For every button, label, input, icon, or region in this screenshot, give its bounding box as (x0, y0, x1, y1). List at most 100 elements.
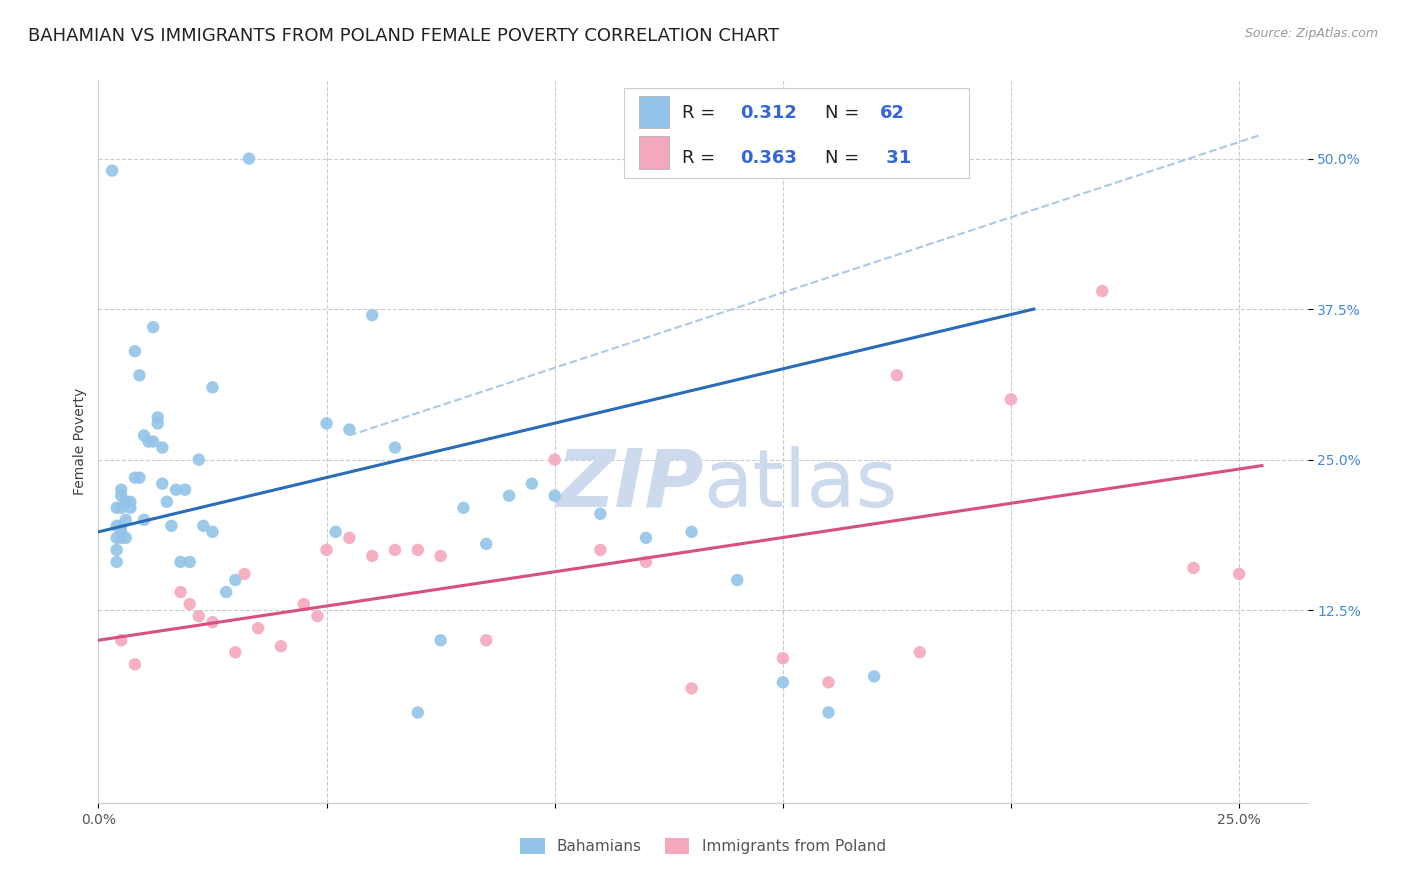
Point (361, 308, 384, 322)
Text: 31: 31 (880, 149, 911, 167)
Point (110, 633, 132, 648)
Point (146, 417, 169, 431)
Point (270, 639, 292, 653)
Point (589, 507, 612, 521)
Point (544, 489, 567, 503)
Point (105, 518, 128, 533)
Point (247, 621, 270, 635)
Point (1227, 567, 1250, 582)
Point (224, 573, 246, 587)
Point (165, 483, 187, 497)
Point (292, 597, 315, 611)
Point (238, 152, 260, 166)
Point (681, 524, 703, 539)
Point (315, 417, 337, 431)
Point (863, 669, 886, 683)
Point (128, 471, 150, 485)
Text: 0.363: 0.363 (741, 149, 797, 167)
Point (114, 531, 136, 545)
Point (201, 615, 224, 630)
Text: N =: N = (825, 149, 865, 167)
Point (101, 163, 124, 178)
Point (817, 675, 839, 690)
Point (146, 410, 169, 425)
Point (138, 434, 160, 449)
Point (110, 518, 132, 533)
Point (132, 428, 155, 442)
Point (201, 524, 224, 539)
Point (120, 500, 142, 515)
Point (634, 531, 657, 545)
Point (132, 513, 155, 527)
Point (160, 518, 183, 533)
Point (150, 476, 173, 491)
Point (1182, 561, 1205, 575)
Point (772, 651, 794, 665)
Point (681, 681, 703, 696)
Point (429, 633, 451, 648)
Text: R =: R = (682, 103, 721, 122)
Point (384, 542, 406, 557)
Point (817, 706, 839, 720)
Text: BAHAMIAN VS IMMIGRANTS FROM POLAND FEMALE POVERTY CORRELATION CHART: BAHAMIAN VS IMMIGRANTS FROM POLAND FEMAL… (28, 27, 779, 45)
Point (498, 489, 520, 503)
Text: ZIP: ZIP (555, 446, 703, 524)
Point (187, 452, 209, 467)
Text: R =: R = (682, 149, 721, 167)
Point (224, 645, 246, 659)
Text: atlas: atlas (703, 446, 897, 524)
Point (114, 494, 136, 508)
Point (179, 597, 201, 611)
Point (384, 441, 406, 455)
Point (174, 483, 197, 497)
Point (120, 494, 142, 508)
Point (589, 542, 612, 557)
Point (1000, 392, 1022, 407)
Point (124, 657, 146, 672)
Point (124, 471, 146, 485)
Point (337, 531, 360, 545)
Point (634, 555, 657, 569)
Text: N =: N = (825, 103, 865, 122)
Point (307, 609, 329, 624)
Text: Source: ZipAtlas.com: Source: ZipAtlas.com (1244, 27, 1378, 40)
Point (150, 441, 173, 455)
Point (179, 555, 201, 569)
Point (429, 549, 451, 563)
Y-axis label: Female Poverty: Female Poverty (73, 388, 87, 495)
Text: 62: 62 (880, 103, 904, 122)
Point (325, 524, 347, 539)
Point (337, 422, 360, 436)
Point (105, 542, 128, 557)
Point (124, 344, 146, 359)
Point (908, 645, 931, 659)
Point (201, 380, 224, 394)
Point (886, 368, 908, 383)
Point (110, 489, 132, 503)
Point (156, 494, 179, 508)
FancyBboxPatch shape (638, 136, 669, 169)
Point (105, 531, 128, 545)
Point (406, 542, 429, 557)
Point (772, 675, 794, 690)
Point (475, 537, 498, 551)
Point (315, 542, 337, 557)
Point (105, 555, 128, 569)
Point (215, 585, 238, 599)
Point (520, 476, 543, 491)
Point (169, 585, 191, 599)
Point (110, 531, 132, 545)
Point (1091, 284, 1114, 298)
Point (361, 549, 384, 563)
FancyBboxPatch shape (624, 87, 969, 178)
Point (475, 633, 498, 648)
Point (110, 483, 132, 497)
Point (453, 500, 475, 515)
Point (406, 706, 429, 720)
Point (110, 524, 132, 539)
Point (187, 609, 209, 624)
Point (128, 368, 150, 383)
FancyBboxPatch shape (638, 95, 669, 128)
Point (105, 500, 128, 515)
Point (142, 320, 165, 334)
